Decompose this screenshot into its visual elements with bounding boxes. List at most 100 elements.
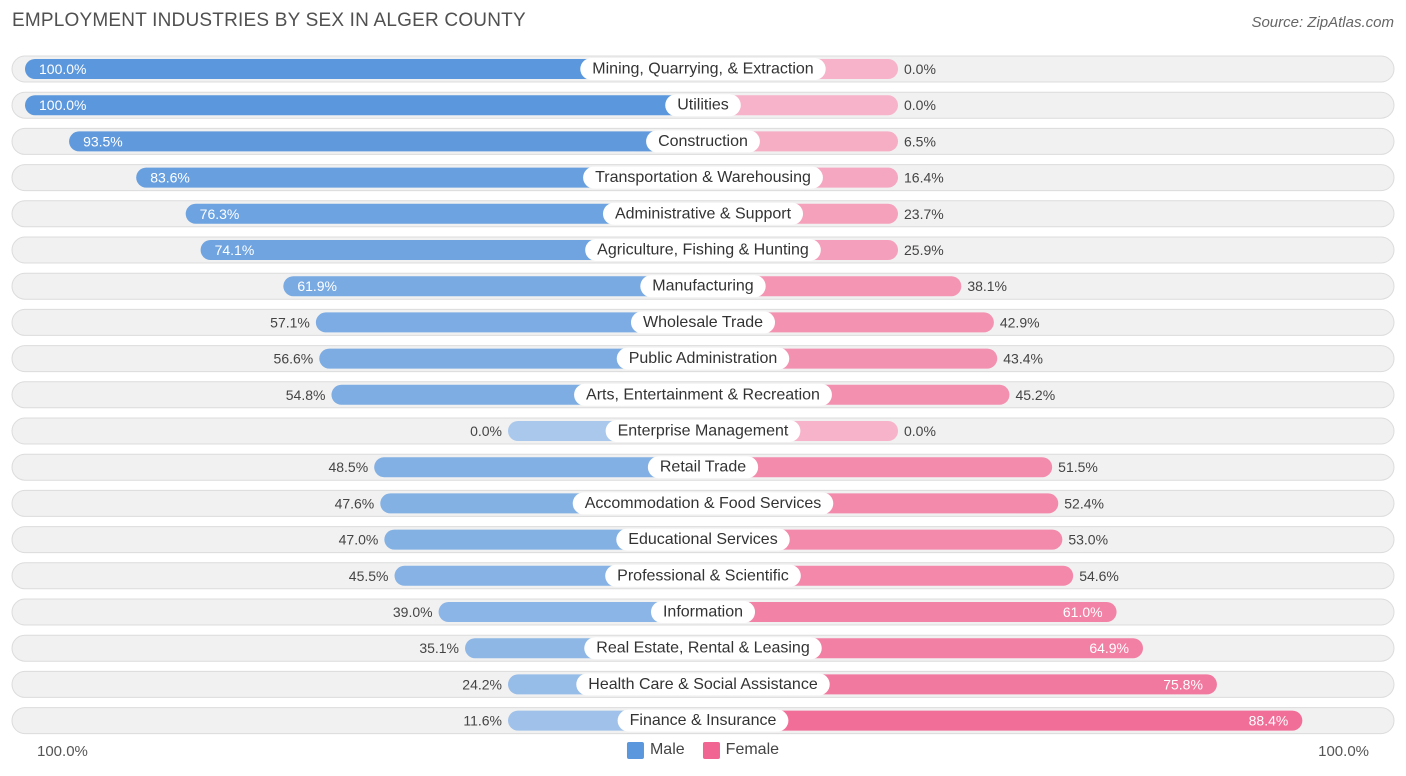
female-value-label: 6.5%: [904, 133, 936, 149]
category-label: Arts, Entertainment & Recreation: [586, 386, 820, 403]
category-label-pill: [647, 456, 759, 479]
male-bar: [315, 312, 703, 333]
male-bar: [283, 276, 703, 297]
chart-title: EMPLOYMENT INDUSTRIES BY SEX IN ALGER CO…: [12, 10, 526, 31]
male-value-label: 0.0%: [470, 423, 502, 439]
male-value-label: 76.3%: [200, 206, 240, 222]
category-label: Transportation & Warehousing: [595, 169, 811, 186]
category-label: Accommodation & Food Services: [585, 495, 822, 512]
category-label: Health Care & Social Assistance: [588, 676, 818, 693]
female-value-label: 54.6%: [1079, 568, 1119, 584]
legend: Male Female: [626, 741, 779, 759]
category-label-pill: [574, 383, 832, 406]
male-bar: [374, 457, 703, 478]
category-label-pill: [583, 166, 823, 189]
category-label: Mining, Quarrying, & Extraction: [592, 61, 813, 78]
category-label-pill: [616, 528, 790, 551]
male-value-label: 57.1%: [270, 314, 310, 330]
category-label: Real Estate, Rental & Leasing: [596, 640, 809, 657]
female-value-label: 0.0%: [904, 97, 936, 113]
legend-male-label: Male: [649, 741, 685, 758]
female-value-label: 53.0%: [1068, 532, 1108, 548]
female-value-label: 23.7%: [904, 206, 944, 222]
female-bar: [703, 457, 1053, 478]
male-bar: [25, 95, 703, 116]
axis-left-label: 100.0%: [37, 743, 88, 760]
male-value-label: 47.6%: [335, 495, 375, 511]
male-value-label: 48.5%: [328, 459, 368, 475]
female-value-label: 38.1%: [967, 278, 1007, 294]
male-value-label: 54.8%: [286, 387, 326, 403]
female-bar: [703, 529, 1063, 550]
category-label-pill: [584, 637, 822, 660]
category-label-pill: [576, 673, 830, 696]
female-value-label: 45.2%: [1015, 387, 1055, 403]
male-bar: [200, 240, 704, 260]
category-label-pill: [640, 275, 766, 298]
male-value-label: 35.1%: [419, 640, 459, 656]
category-label-pill: [572, 492, 834, 515]
female-value-label: 25.9%: [904, 242, 944, 258]
category-label-pill: [617, 709, 789, 732]
category-label: Public Administration: [629, 350, 778, 367]
male-value-label: 100.0%: [39, 97, 86, 113]
female-value-label: 0.0%: [904, 423, 936, 439]
axis-right-label: 100.0%: [1318, 743, 1369, 760]
category-label-pill: [650, 601, 756, 623]
male-value-label: 100.0%: [39, 61, 86, 77]
male-value-label: 24.2%: [462, 676, 502, 692]
category-label-pill: [616, 347, 790, 370]
male-bar: [319, 348, 703, 369]
female-value-label: 51.5%: [1058, 459, 1098, 475]
female-value-label: 64.9%: [1089, 640, 1129, 656]
male-bar: [69, 131, 703, 152]
category-label-pill: [580, 58, 826, 80]
female-bar: [703, 95, 898, 116]
category-label: Retail Trade: [660, 459, 746, 476]
category-label: Educational Services: [628, 531, 777, 548]
male-value-label: 56.6%: [274, 351, 314, 367]
category-label-pill: [630, 311, 776, 334]
category-label: Wholesale Trade: [643, 314, 763, 331]
female-bar: [703, 674, 1217, 695]
female-value-label: 52.4%: [1064, 495, 1104, 511]
category-label-pill: [665, 94, 741, 117]
male-bar: [185, 203, 703, 224]
male-value-label: 83.6%: [150, 170, 190, 186]
female-value-label: 0.0%: [904, 61, 936, 77]
male-value-label: 11.6%: [463, 713, 502, 729]
female-bar: [703, 276, 962, 297]
legend-item-female: Female: [702, 741, 779, 759]
female-bar: [703, 312, 994, 333]
female-bar: [703, 602, 1117, 622]
male-value-label: 93.5%: [83, 133, 123, 149]
category-label: Agriculture, Fishing & Hunting: [597, 242, 809, 259]
category-label: Professional & Scientific: [617, 567, 789, 584]
category-label-pill: [605, 564, 801, 587]
category-label-pill: [602, 202, 804, 225]
female-value-label: 88.4%: [1249, 713, 1289, 729]
female-value-label: 16.4%: [904, 170, 944, 186]
category-label-pill: [605, 420, 801, 442]
category-label: Enterprise Management: [618, 423, 789, 440]
category-label: Administrative & Support: [615, 205, 792, 222]
male-value-label: 45.5%: [349, 568, 389, 584]
female-value-label: 75.8%: [1163, 676, 1203, 692]
male-bar: [25, 59, 703, 79]
male-value-label: 47.0%: [339, 532, 379, 548]
category-label: Utilities: [677, 97, 729, 114]
male-bar: [438, 602, 703, 622]
category-label: Finance & Insurance: [630, 712, 777, 729]
female-bar: [703, 710, 1303, 731]
female-value-label: 61.0%: [1063, 604, 1103, 620]
male-swatch-icon: [626, 741, 644, 759]
category-label-pill: [585, 239, 821, 261]
male-value-label: 61.9%: [297, 278, 337, 294]
category-label: Manufacturing: [652, 278, 753, 295]
legend-item-male: Male: [626, 741, 685, 759]
category-label-pill: [646, 130, 760, 153]
female-swatch-icon: [702, 741, 720, 759]
male-value-label: 74.1%: [215, 242, 255, 258]
category-label: Construction: [658, 133, 748, 150]
